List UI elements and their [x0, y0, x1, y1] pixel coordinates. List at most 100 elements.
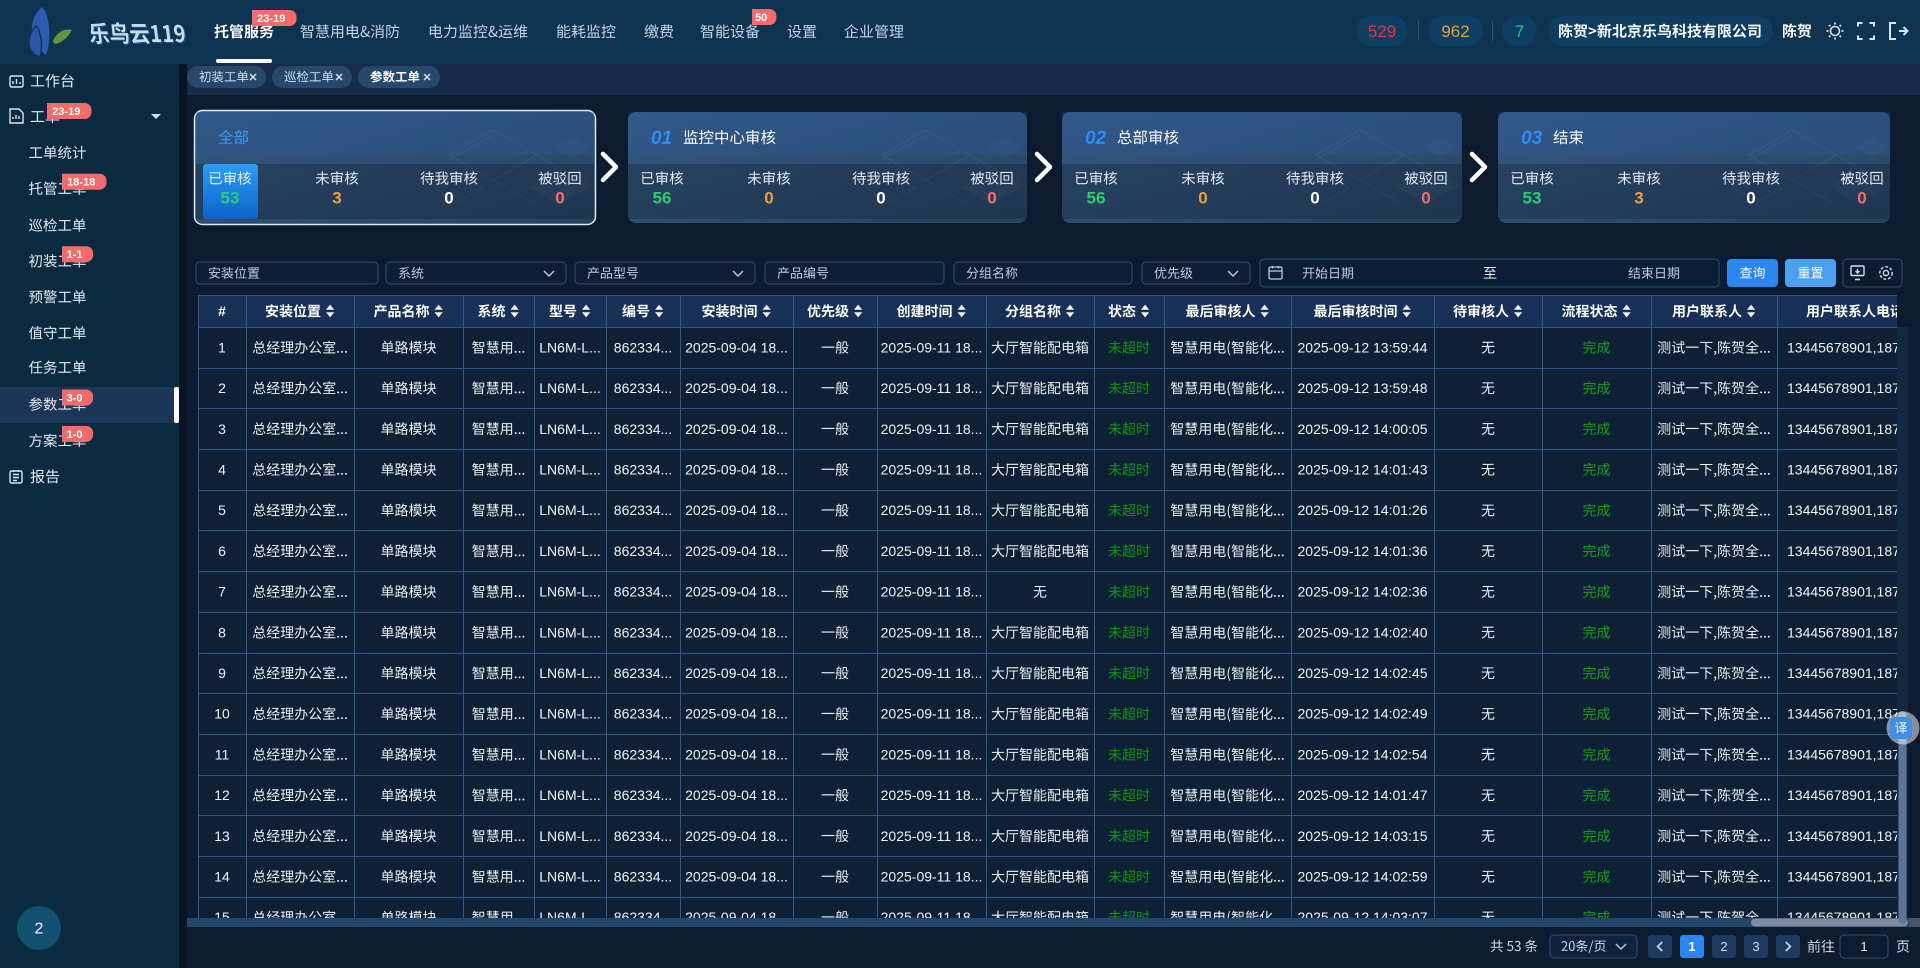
svg-text:2025-09-11 18...: 2025-09-11 18...	[881, 665, 983, 681]
svg-text:4: 4	[218, 461, 226, 477]
svg-text:LN6M-L...: LN6M-L...	[539, 828, 600, 844]
svg-text:2025-09-04 18...: 2025-09-04 18...	[685, 787, 788, 803]
svg-text:8: 8	[218, 624, 226, 640]
svg-text:2025-09-12 14:01:26: 2025-09-12 14:01:26	[1298, 502, 1428, 518]
svg-text:2025-09-12 14:01:47: 2025-09-12 14:01:47	[1298, 787, 1428, 803]
svg-text:862334...: 862334...	[614, 787, 672, 803]
svg-text:2025-09-11 18...: 2025-09-11 18...	[881, 380, 983, 396]
svg-text:2025-09-04 18...: 2025-09-04 18...	[685, 502, 788, 518]
svg-text:13445678901,18710: 13445678901,18710	[1787, 787, 1916, 803]
svg-text:1: 1	[1860, 939, 1867, 954]
svg-text:862334...: 862334...	[614, 421, 672, 437]
svg-text:13445678901,18710: 13445678901,18710	[1787, 624, 1916, 640]
svg-text:LN6M-L...: LN6M-L...	[539, 421, 600, 437]
svg-text:1: 1	[1688, 939, 1695, 954]
svg-text:0: 0	[444, 189, 453, 208]
svg-text:6: 6	[218, 543, 226, 559]
svg-text:13: 13	[214, 828, 230, 844]
svg-text:2025-09-11 18...: 2025-09-11 18...	[881, 543, 983, 559]
svg-text:3-0: 3-0	[67, 393, 83, 405]
svg-text:LN6M-L...: LN6M-L...	[539, 706, 600, 722]
svg-text:13445678901,18710: 13445678901,18710	[1787, 706, 1916, 722]
svg-text:12: 12	[214, 787, 230, 803]
svg-text:13445678901,18710: 13445678901,18710	[1787, 543, 1916, 559]
svg-text:2025-09-11 18...: 2025-09-11 18...	[881, 584, 983, 600]
svg-text:862334...: 862334...	[614, 624, 672, 640]
svg-text:2: 2	[1720, 939, 1727, 954]
svg-text:LN6M-L...: LN6M-L...	[539, 380, 600, 396]
svg-text:13445678901,18710: 13445678901,18710	[1787, 584, 1916, 600]
svg-text:3: 3	[218, 421, 226, 437]
svg-text:1-1: 1-1	[67, 249, 83, 261]
svg-text:2025-09-04 18...: 2025-09-04 18...	[685, 868, 788, 884]
svg-text:0: 0	[987, 189, 996, 208]
svg-text:862334...: 862334...	[614, 706, 672, 722]
svg-text:862334...: 862334...	[614, 665, 672, 681]
svg-text:56: 56	[1087, 189, 1106, 208]
svg-text:53: 53	[221, 189, 240, 208]
svg-text:2025-09-11 18...: 2025-09-11 18...	[881, 868, 983, 884]
svg-text:2025-09-04 18...: 2025-09-04 18...	[685, 828, 788, 844]
svg-text:13445678901,18710: 13445678901,18710	[1787, 665, 1916, 681]
svg-text:2025-09-12 13:59:44: 2025-09-12 13:59:44	[1298, 339, 1428, 355]
svg-text:2025-09-12 14:02:45: 2025-09-12 14:02:45	[1298, 665, 1428, 681]
svg-text:0: 0	[1310, 189, 1319, 208]
svg-text:2025-09-04 18...: 2025-09-04 18...	[685, 380, 788, 396]
svg-text:13445678901,18710: 13445678901,18710	[1787, 421, 1916, 437]
svg-text:2025-09-11 18...: 2025-09-11 18...	[881, 706, 983, 722]
svg-text:7: 7	[1515, 22, 1524, 41]
svg-text:862334...: 862334...	[614, 584, 672, 600]
svg-text:2025-09-11 18...: 2025-09-11 18...	[881, 502, 983, 518]
svg-text:862334...: 862334...	[614, 868, 672, 884]
svg-text:14: 14	[214, 868, 230, 884]
svg-text:3: 3	[1634, 189, 1643, 208]
svg-text:962: 962	[1441, 22, 1469, 41]
svg-text:2025-09-04 18...: 2025-09-04 18...	[685, 421, 788, 437]
svg-text:13445678901,18710: 13445678901,18710	[1787, 868, 1916, 884]
svg-text:5: 5	[218, 502, 226, 518]
svg-text:2025-09-12 14:02:54: 2025-09-12 14:02:54	[1298, 746, 1428, 762]
svg-text:0: 0	[1857, 189, 1866, 208]
svg-text:2025-09-04 18...: 2025-09-04 18...	[685, 461, 788, 477]
svg-text:2: 2	[218, 380, 226, 396]
svg-text:LN6M-L...: LN6M-L...	[539, 787, 600, 803]
svg-text:2025-09-04 18...: 2025-09-04 18...	[685, 584, 788, 600]
svg-text:#: #	[218, 303, 226, 319]
svg-text:02: 02	[1085, 128, 1107, 149]
svg-text:LN6M-L...: LN6M-L...	[539, 543, 600, 559]
svg-text:2025-09-12 14:02:40: 2025-09-12 14:02:40	[1298, 624, 1428, 640]
svg-text:03: 03	[1521, 128, 1543, 149]
svg-text:13445678901,18710: 13445678901,18710	[1787, 339, 1916, 355]
svg-text:862334...: 862334...	[614, 746, 672, 762]
svg-text:2025-09-04 18...: 2025-09-04 18...	[685, 746, 788, 762]
svg-text:2025-09-11 18...: 2025-09-11 18...	[881, 461, 983, 477]
svg-text:9: 9	[218, 665, 226, 681]
svg-text:2025-09-12 14:02:36: 2025-09-12 14:02:36	[1298, 584, 1428, 600]
svg-text:862334...: 862334...	[614, 543, 672, 559]
svg-text:LN6M-L...: LN6M-L...	[539, 339, 600, 355]
svg-text:2025-09-12 14:01:43: 2025-09-12 14:01:43	[1298, 461, 1428, 477]
svg-text:2025-09-12 13:59:48: 2025-09-12 13:59:48	[1298, 380, 1428, 396]
svg-text:7: 7	[218, 584, 226, 600]
svg-text:23-19: 23-19	[257, 13, 285, 25]
svg-text:LN6M-L...: LN6M-L...	[539, 624, 600, 640]
svg-text:2: 2	[35, 921, 44, 938]
svg-text:53: 53	[1523, 189, 1542, 208]
svg-text:2025-09-11 18...: 2025-09-11 18...	[881, 787, 983, 803]
svg-text:0: 0	[1421, 189, 1430, 208]
svg-text:2025-09-12 14:02:59: 2025-09-12 14:02:59	[1298, 868, 1428, 884]
svg-text:0: 0	[1746, 189, 1755, 208]
svg-text:2025-09-12 14:02:49: 2025-09-12 14:02:49	[1298, 706, 1428, 722]
svg-text:13445678901,18710: 13445678901,18710	[1787, 461, 1916, 477]
svg-text:2025-09-11 18...: 2025-09-11 18...	[881, 828, 983, 844]
svg-text:2025-09-11 18...: 2025-09-11 18...	[881, 421, 983, 437]
svg-text:2025-09-04 18...: 2025-09-04 18...	[685, 706, 788, 722]
svg-text:18-18: 18-18	[67, 177, 95, 189]
svg-text:LN6M-L...: LN6M-L...	[539, 868, 600, 884]
svg-text:2025-09-12 14:01:36: 2025-09-12 14:01:36	[1298, 543, 1428, 559]
svg-text:862334...: 862334...	[614, 502, 672, 518]
svg-text:13445678901,18710: 13445678901,18710	[1787, 828, 1916, 844]
svg-text:0: 0	[876, 189, 885, 208]
svg-text:2025-09-04 18...: 2025-09-04 18...	[685, 339, 788, 355]
svg-text:0: 0	[555, 189, 564, 208]
